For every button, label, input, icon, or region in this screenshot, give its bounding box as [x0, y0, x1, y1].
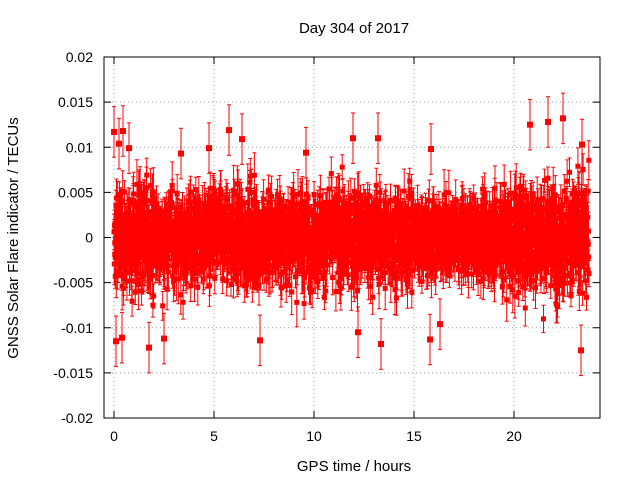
outlier-point	[239, 136, 245, 143]
outlier-point	[303, 149, 309, 156]
x-tick-label: 0	[110, 428, 118, 444]
outlier-point	[116, 140, 122, 147]
outlier-point	[120, 128, 126, 135]
y-tick-label: 0.01	[66, 139, 93, 155]
outlier-point	[545, 118, 551, 125]
outlier-point	[206, 145, 212, 152]
outlier-point	[578, 347, 584, 354]
y-axis-label: GNSS Solar Flare indicator / TECUs	[5, 117, 22, 358]
y-tick-label: -0.01	[61, 320, 93, 336]
outlier-point	[428, 146, 434, 153]
x-tick-label: 5	[210, 428, 218, 444]
x-tick-label: 15	[406, 428, 422, 444]
outlier-point	[178, 150, 184, 157]
y-tick-label: -0.015	[53, 365, 93, 381]
x-tick-label: 10	[306, 428, 322, 444]
axis-ticks: 0.02 0.015 0.01 0.005 0 -0.005 -0.01 -0.015 -0.0…	[53, 49, 600, 444]
y-tick-label: 0.02	[66, 49, 93, 65]
outlier-point	[350, 135, 356, 142]
outlier-point	[146, 344, 152, 351]
y-tick-label: -0.02	[61, 410, 93, 426]
x-tick-label: 20	[506, 428, 522, 444]
outlier-point	[126, 145, 132, 152]
outlier-point	[355, 329, 361, 336]
y-tick-label: 0.005	[58, 184, 93, 200]
outlier-point	[579, 141, 585, 148]
y-tick-label: -0.005	[53, 275, 93, 291]
outlier-point	[527, 121, 533, 128]
chart-title: Day 304 of 2017	[299, 20, 409, 37]
outlier-point	[375, 135, 381, 142]
outlier-point	[111, 128, 117, 135]
outlier-point	[226, 127, 232, 134]
x-axis-label: GPS time / hours	[297, 458, 411, 475]
outlier-point	[560, 115, 566, 122]
outlier-point	[427, 336, 433, 343]
data-markers	[111, 157, 592, 322]
outlier-point	[257, 337, 263, 344]
y-tick-label: 0	[85, 230, 93, 246]
y-tick-label: 0.015	[58, 94, 93, 110]
outlier-point	[113, 338, 119, 345]
outlier-point	[119, 334, 125, 341]
data-layer	[111, 92, 592, 377]
outlier-point	[378, 340, 384, 347]
outlier-point	[437, 321, 443, 328]
outlier-point	[161, 335, 167, 342]
